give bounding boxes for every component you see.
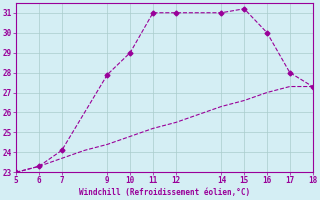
- X-axis label: Windchill (Refroidissement éolien,°C): Windchill (Refroidissement éolien,°C): [79, 188, 250, 197]
